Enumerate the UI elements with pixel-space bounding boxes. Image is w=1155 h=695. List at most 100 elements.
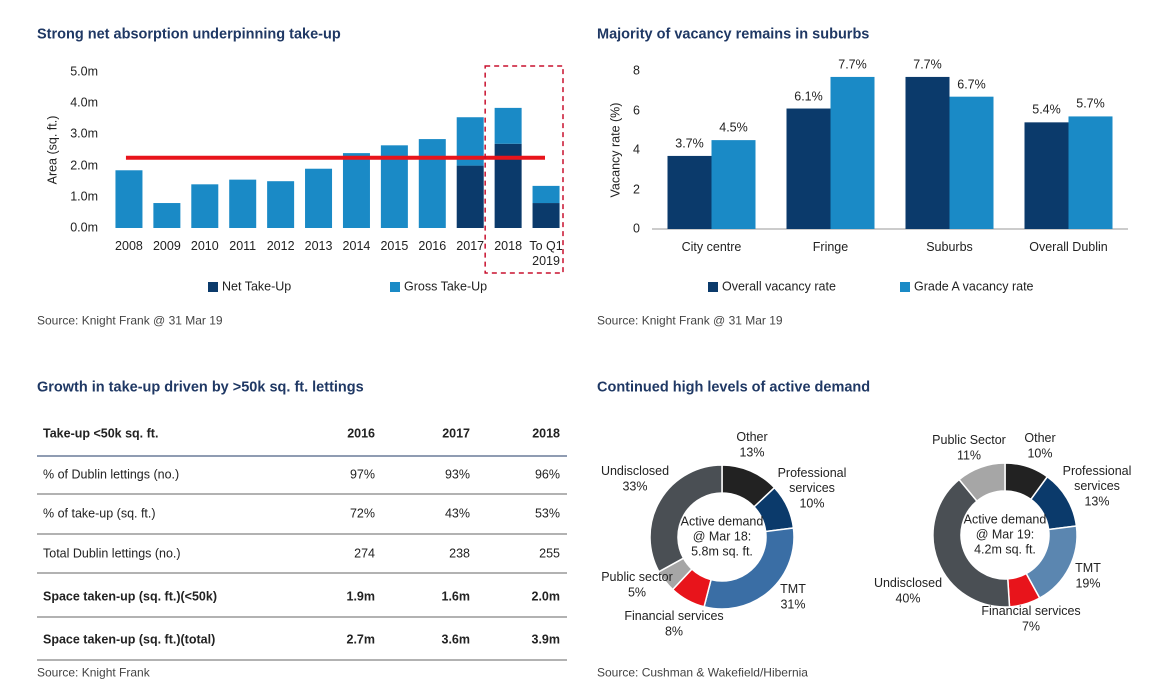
- donut-slice: [932, 478, 1011, 608]
- y-axis-label: Area (sq. ft.): [45, 115, 60, 185]
- source: Source: Knight Frank @ 31 Mar 19: [37, 313, 223, 328]
- x-tick-label: 2009: [152, 239, 181, 253]
- value-label: 3.7%: [675, 136, 704, 151]
- value-label: 7.7%: [838, 57, 867, 72]
- bar: [1068, 116, 1113, 229]
- table-cell: 2.0m: [531, 589, 561, 604]
- slice-value-label: 10%: [799, 496, 825, 511]
- value-label: 4.5%: [719, 120, 748, 135]
- bar: [905, 76, 950, 229]
- x-tick-label: Overall Dublin: [1029, 240, 1108, 254]
- table-cell: 3.9m: [531, 632, 561, 647]
- slice-label: Public sector: [601, 570, 673, 584]
- y-tick-label: 4.0m: [70, 95, 98, 110]
- slice-label: Other: [1024, 431, 1056, 445]
- slice-value-label: 10%: [1027, 446, 1053, 461]
- slice-label: Financial services: [624, 609, 724, 623]
- slice-value-label: 13%: [739, 445, 765, 460]
- y-tick-label: 2.0m: [70, 158, 98, 173]
- bar: [532, 185, 560, 204]
- value-label: 6.1%: [794, 89, 823, 104]
- y-tick-label: 3.0m: [70, 126, 98, 141]
- bar: [153, 203, 181, 228]
- x-tick-label: 2010: [190, 239, 219, 253]
- y-tick-label: 4: [633, 142, 640, 157]
- bar: [418, 139, 446, 228]
- table-cell: Space taken-up (sq. ft.)(<50k): [43, 589, 217, 604]
- bar: [191, 184, 219, 228]
- value-label: 6.7%: [957, 77, 986, 92]
- bar: [1024, 122, 1069, 229]
- x-tick-label: 2012: [266, 239, 295, 253]
- y-tick-label: 2: [633, 182, 640, 196]
- x-tick-label: 2016: [418, 239, 447, 253]
- slice-label: TMT: [1075, 561, 1101, 575]
- table-cell: 96%: [534, 467, 560, 482]
- x-tick-label: City centre: [681, 240, 742, 254]
- y-tick-label: 5.0m: [70, 64, 98, 79]
- bar: [229, 179, 257, 228]
- slice-value-label: 40%: [895, 591, 921, 606]
- center-label: Active demand @ Mar 19: 4.2m sq. ft.: [963, 512, 1047, 557]
- y-tick-label: 0: [633, 221, 640, 236]
- table-cell: 255: [539, 546, 560, 561]
- legend-label: Grade A vacancy rate: [914, 279, 1034, 294]
- slice-value-label: 19%: [1075, 576, 1101, 591]
- slice-value-label: 11%: [956, 448, 982, 463]
- x-tick-label: Suburbs: [926, 240, 973, 254]
- legend-swatch: [708, 282, 718, 292]
- table-cell: 72%: [349, 506, 375, 521]
- table-cell: % of Dublin lettings (no.): [43, 467, 180, 482]
- table-cell: 3.6m: [441, 632, 471, 647]
- bar: [342, 153, 370, 228]
- slice-label: Other: [736, 430, 768, 444]
- x-tick-label: To Q1 2019: [529, 239, 563, 268]
- slice-label: Undisclosed: [600, 464, 670, 478]
- value-label: 5.7%: [1076, 96, 1105, 111]
- bar: [532, 203, 560, 228]
- bar: [786, 108, 831, 229]
- highlight-box: [484, 65, 564, 274]
- slice-value-label: 33%: [622, 479, 648, 494]
- x-tick-label: 2017: [456, 239, 485, 253]
- bar: [305, 168, 333, 228]
- legend-swatch: [390, 282, 400, 292]
- bar: [830, 76, 875, 229]
- slice-label: Undisclosed: [873, 576, 943, 590]
- x-tick-label: 2018: [494, 239, 523, 253]
- y-axis-label: Vacancy rate (%): [608, 102, 623, 198]
- legend-label: Gross Take-Up: [404, 279, 488, 294]
- bar: [494, 107, 522, 144]
- x-tick-label: 2014: [342, 239, 371, 253]
- center-label: Active demand @ Mar 18: 5.8m sq. ft.: [680, 514, 764, 559]
- bar: [267, 181, 295, 228]
- legend-swatch: [900, 282, 910, 292]
- chart-title: Strong net absorption underpinning take-…: [37, 26, 341, 43]
- bar: [667, 155, 712, 229]
- legend-swatch: [208, 282, 218, 292]
- table-cell: 1.9m: [346, 589, 376, 604]
- source: Source: Knight Frank @ 31 Mar 19: [597, 313, 783, 328]
- value-label: 5.4%: [1032, 102, 1061, 117]
- table-title: Growth in take-up driven by >50k sq. ft.…: [37, 379, 364, 396]
- slice-label: TMT: [780, 582, 806, 596]
- bar: [115, 170, 143, 228]
- legend-label: Net Take-Up: [222, 279, 292, 294]
- legend-label: Overall vacancy rate: [722, 279, 836, 294]
- x-tick-label: 2013: [304, 239, 333, 253]
- table-header: 2018: [532, 426, 560, 441]
- slice-label: Financial services: [981, 604, 1081, 618]
- table-cell: 238: [449, 546, 470, 561]
- table-cell: 93%: [444, 467, 470, 482]
- table-cell: 97%: [349, 467, 375, 482]
- bar: [711, 140, 756, 229]
- table-cell: 43%: [444, 506, 470, 521]
- slice-value-label: 31%: [780, 597, 806, 612]
- donut-slice: [958, 462, 1006, 503]
- table-header: 2016: [347, 426, 375, 441]
- table-cell: % of take-up (sq. ft.): [43, 506, 156, 521]
- source: Source: Knight Frank: [37, 665, 150, 680]
- x-tick-label: 2008: [115, 239, 143, 253]
- table-header: Take-up <50k sq. ft.: [43, 426, 159, 441]
